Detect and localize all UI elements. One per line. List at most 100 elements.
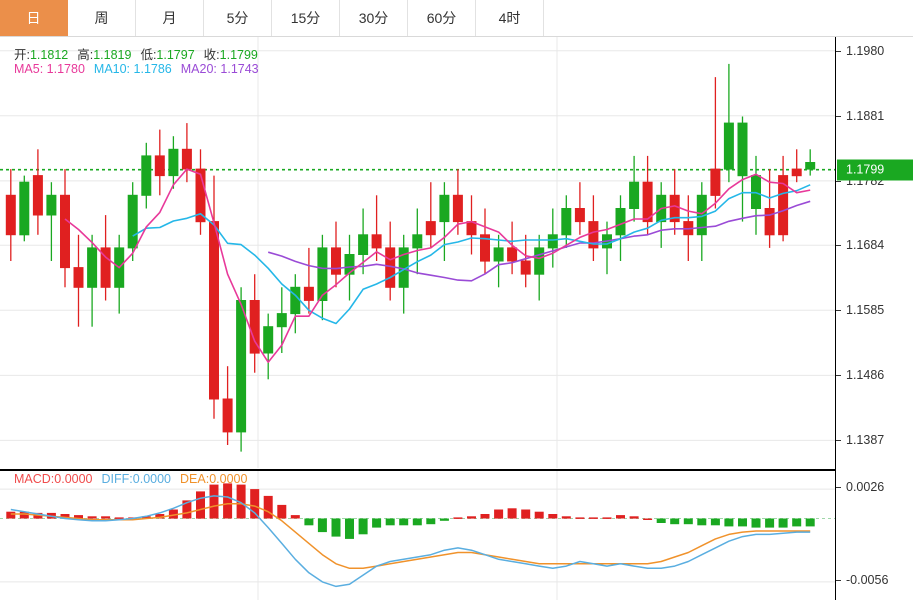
ohlc-legend: 开:1.1812 高:1.1819 低:1.1797 收:1.1799 — [14, 44, 258, 63]
candle-27[interactable] — [371, 195, 382, 261]
candle-body — [520, 260, 531, 275]
candle-59[interactable] — [805, 149, 816, 176]
candle-30[interactable] — [412, 208, 423, 275]
macd-histogram-bar-25 — [345, 518, 354, 539]
period-tab-1[interactable]: 周 — [68, 0, 136, 36]
macd-histogram-bar-14 — [196, 491, 205, 519]
candle-23[interactable] — [317, 234, 328, 321]
period-tab-5[interactable]: 30分 — [340, 0, 408, 36]
period-tab-label: 月 — [162, 10, 177, 26]
candle-38[interactable] — [520, 234, 531, 288]
macd-histogram-bar-48 — [656, 518, 666, 523]
price-tick-mark — [836, 245, 841, 247]
candle-body — [547, 234, 558, 249]
candle-12[interactable] — [168, 136, 179, 189]
candle-47[interactable] — [642, 155, 653, 235]
candle-29[interactable] — [398, 234, 409, 314]
macd-histogram-bar-37 — [507, 508, 517, 519]
candle-body — [615, 208, 626, 236]
macd-histogram-bar-44 — [602, 517, 612, 519]
candle-31[interactable] — [425, 182, 436, 248]
candle-body — [371, 234, 382, 249]
candle-body — [276, 313, 287, 328]
candle-49[interactable] — [669, 169, 680, 235]
candle-11[interactable] — [154, 129, 165, 196]
candle-58[interactable] — [791, 149, 802, 183]
macd-histogram-bar-40 — [548, 514, 558, 519]
candle-0[interactable] — [5, 169, 16, 261]
candle-43[interactable] — [588, 195, 599, 261]
macd-tick-mark — [836, 487, 841, 489]
macd-chart-svg — [0, 471, 835, 600]
candle-14[interactable] — [195, 149, 206, 235]
period-tab-6[interactable]: 60分 — [408, 0, 476, 36]
macd-histogram-bar-33 — [453, 517, 463, 519]
candle-body — [493, 247, 504, 262]
candle-24[interactable] — [331, 221, 341, 288]
candle-6[interactable] — [87, 234, 98, 327]
macd-histogram-bar-35 — [480, 514, 490, 519]
candle-51[interactable] — [696, 182, 707, 261]
candle-body — [764, 208, 775, 236]
candle-10[interactable] — [141, 142, 152, 209]
price-tick-mark — [836, 440, 841, 442]
candle-45[interactable] — [615, 195, 626, 261]
macd-chart-panel[interactable] — [0, 469, 836, 600]
candle-19[interactable] — [263, 313, 274, 380]
candle-42[interactable] — [574, 182, 585, 235]
candle-body — [561, 208, 572, 236]
candle-body — [574, 208, 585, 223]
current-price-badge: 1.1799 — [837, 159, 913, 181]
macd-label: MACD: — [14, 472, 55, 486]
period-tab-4[interactable]: 15分 — [272, 0, 340, 36]
open-label: 开: — [14, 48, 30, 62]
macd-histogram-bar-41 — [561, 516, 571, 519]
candle-52[interactable] — [710, 77, 721, 209]
price-tick-mark — [836, 375, 841, 377]
macd-histogram-bar-38 — [521, 509, 531, 519]
period-tab-label: 4时 — [498, 10, 521, 26]
period-tab-3[interactable]: 5分 — [204, 0, 272, 36]
candle-48[interactable] — [656, 182, 667, 248]
candle-body — [642, 181, 653, 223]
period-tab-0[interactable]: 日 — [0, 0, 68, 36]
candle-55[interactable] — [751, 155, 761, 235]
period-tab-bar[interactable]: 日 周 月 5分 15分 30分 60分 4时 — [0, 0, 913, 37]
candle-57[interactable] — [778, 155, 789, 242]
candle-body — [425, 221, 436, 236]
candle-body — [791, 168, 802, 177]
macd-tick-mark — [836, 579, 841, 581]
candle-body — [141, 155, 152, 196]
candle-8[interactable] — [114, 234, 125, 314]
candle-28[interactable] — [385, 221, 396, 301]
macd-axis: 0.0026 -0.0056 — [836, 469, 913, 600]
candle-39[interactable] — [534, 234, 545, 301]
period-tab-2[interactable]: 月 — [136, 0, 204, 36]
candle-5[interactable] — [73, 234, 84, 327]
candle-4[interactable] — [60, 169, 70, 288]
ma5-label: MA5: — [14, 62, 44, 76]
candle-35[interactable] — [480, 208, 490, 275]
candle-body — [588, 221, 599, 249]
candle-40[interactable] — [547, 208, 558, 268]
candle-3[interactable] — [46, 182, 57, 261]
candle-16[interactable] — [222, 366, 233, 445]
candle-37[interactable] — [507, 221, 518, 275]
candle-36[interactable] — [493, 234, 504, 288]
low-value: 1.1797 — [156, 48, 195, 62]
candle-53[interactable] — [723, 63, 734, 183]
period-tab-7[interactable]: 4时 — [476, 0, 544, 36]
candle-17[interactable] — [236, 287, 247, 452]
candle-9[interactable] — [127, 182, 138, 261]
candle-1[interactable] — [19, 175, 30, 242]
candle-2[interactable] — [32, 149, 43, 235]
candle-22[interactable] — [303, 247, 314, 314]
period-tab-label: 30分 — [358, 10, 389, 26]
candle-20[interactable] — [276, 287, 287, 353]
price-chart-panel[interactable] — [0, 37, 836, 469]
candle-32[interactable] — [439, 182, 450, 261]
candle-54[interactable] — [737, 116, 748, 222]
macd-histogram-bar-51 — [697, 518, 707, 526]
candle-46[interactable] — [629, 155, 640, 222]
macd-histogram-bar-46 — [629, 516, 639, 519]
